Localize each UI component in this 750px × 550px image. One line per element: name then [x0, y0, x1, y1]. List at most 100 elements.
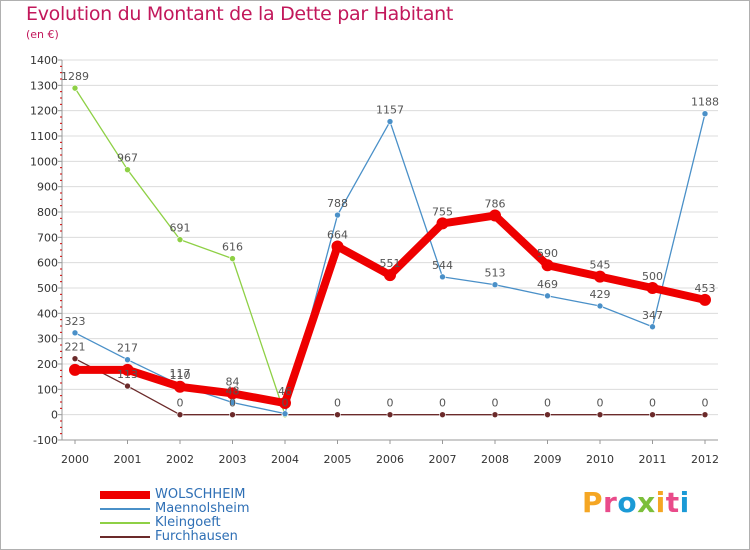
legend-swatch [100, 522, 150, 524]
data-label-furchhausen: 0 [439, 397, 446, 410]
data-label-maennolsheim: 347 [642, 309, 663, 322]
x-tick-label: 2004 [271, 453, 299, 466]
data-point-wolschheim [699, 293, 711, 306]
logo-letter: i [655, 486, 666, 519]
legend-item: Kleingoeft [100, 515, 320, 531]
y-tick-label: 700 [37, 231, 58, 244]
y-tick-label: 400 [37, 307, 58, 320]
data-label-maennolsheim: 788 [327, 197, 348, 210]
data-point-maennolsheim [71, 329, 79, 337]
data-point-wolschheim [121, 363, 134, 376]
data-point-furchhausen [229, 411, 236, 418]
legend-item: WOLSCHHEIM [100, 487, 320, 503]
data-label-furchhausen: 221 [65, 341, 86, 354]
data-label-wolschheim: 46 [278, 385, 292, 398]
data-point-kleingoeft [71, 84, 79, 92]
data-label-furchhausen: 0 [177, 397, 184, 410]
data-point-wolschheim [331, 240, 344, 253]
data-label-kleingoeft: 1289 [61, 70, 89, 83]
data-label-maennolsheim: 544 [432, 259, 453, 272]
x-tick-label: 2010 [586, 453, 614, 466]
data-label-maennolsheim: 469 [537, 278, 558, 291]
data-label-kleingoeft: 691 [170, 222, 191, 235]
logo-letter: r [603, 486, 618, 519]
x-tick-label: 2003 [219, 453, 247, 466]
data-point-maennolsheim [229, 399, 236, 406]
data-label-wolschheim: 664 [327, 228, 348, 241]
y-tick-label: 1000 [30, 155, 58, 168]
x-tick-label: 2012 [691, 453, 719, 466]
data-point-furchhausen [71, 355, 79, 362]
data-label-furchhausen: 0 [492, 397, 499, 410]
data-point-furchhausen [596, 411, 604, 418]
data-label-wolschheim: 551 [380, 257, 401, 270]
y-tick-label: 800 [37, 206, 58, 219]
y-tick-label: 900 [37, 181, 58, 194]
data-point-furchhausen [649, 411, 656, 418]
data-label-furchhausen: 0 [334, 397, 341, 410]
data-label-wolschheim: 545 [590, 259, 611, 272]
data-point-wolschheim [646, 282, 659, 294]
y-tick-label: 200 [37, 358, 58, 371]
data-label-furchhausen: 0 [387, 397, 394, 410]
x-tick-label: 2002 [166, 453, 194, 466]
y-tick-label: 0 [51, 409, 58, 422]
data-point-furchhausen [701, 411, 709, 418]
data-label-wolschheim: 110 [170, 369, 191, 382]
data-point-maennolsheim [701, 110, 709, 118]
data-point-furchhausen [386, 411, 394, 418]
data-label-maennolsheim: 1157 [376, 104, 404, 117]
x-tick-label: 2006 [376, 453, 404, 466]
data-label-maennolsheim: 429 [590, 288, 611, 301]
logo-letter: i [679, 486, 690, 519]
proxiti-logo: Proxiti [582, 486, 690, 519]
data-point-kleingoeft [229, 255, 236, 262]
data-point-furchhausen [176, 411, 184, 418]
data-label-furchhausen: 0 [702, 397, 709, 410]
y-tick-label: 1300 [30, 79, 58, 92]
data-label-wolschheim: 453 [695, 282, 716, 295]
data-point-maennolsheim [596, 302, 604, 310]
y-tick-label: 1400 [30, 54, 58, 67]
data-point-wolschheim [279, 397, 291, 410]
data-label-wolschheim: 590 [537, 247, 558, 260]
data-label-wolschheim: 84 [226, 375, 240, 388]
data-point-wolschheim [174, 380, 186, 393]
legend-swatch [100, 491, 150, 499]
data-label-furchhausen: 0 [282, 397, 289, 410]
data-point-furchhausen [439, 411, 446, 418]
y-tick-label: -100 [33, 434, 58, 447]
data-label-wolschheim: 786 [485, 198, 506, 211]
data-point-kleingoeft [124, 166, 131, 173]
data-point-furchhausen [124, 382, 131, 390]
data-point-maennolsheim [386, 118, 394, 125]
legend-item: Furchhausen [100, 529, 320, 545]
logo-letter: t [665, 486, 680, 519]
x-tick-label: 2007 [429, 453, 457, 466]
y-tick-label: 600 [37, 257, 58, 270]
x-tick-label: 2011 [639, 453, 667, 466]
unit-label: (en €) [26, 28, 59, 41]
chart-title: Evolution du Montant de la Dette par Hab… [26, 3, 454, 25]
data-label-maennolsheim: 217 [117, 342, 138, 355]
data-point-maennolsheim [439, 273, 446, 281]
x-tick-label: 2000 [61, 453, 89, 466]
x-tick-label: 2001 [114, 453, 142, 466]
y-tick-label: 300 [37, 333, 58, 346]
data-label-furchhausen: 0 [597, 397, 604, 410]
data-point-furchhausen [334, 411, 341, 418]
data-point-wolschheim [489, 209, 501, 222]
legend-label: Maennolsheim [155, 501, 250, 516]
data-label-maennolsheim: 513 [485, 267, 506, 280]
x-tick-label: 2009 [534, 453, 562, 466]
data-point-kleingoeft [176, 236, 184, 243]
x-tick-label: 2005 [324, 453, 352, 466]
legend-swatch [100, 508, 150, 510]
data-point-furchhausen [491, 411, 499, 418]
legend-item: Maennolsheim [100, 501, 320, 517]
y-tick-label: 500 [37, 282, 58, 295]
data-point-wolschheim [594, 270, 606, 283]
legend-label: Furchhausen [155, 529, 238, 544]
